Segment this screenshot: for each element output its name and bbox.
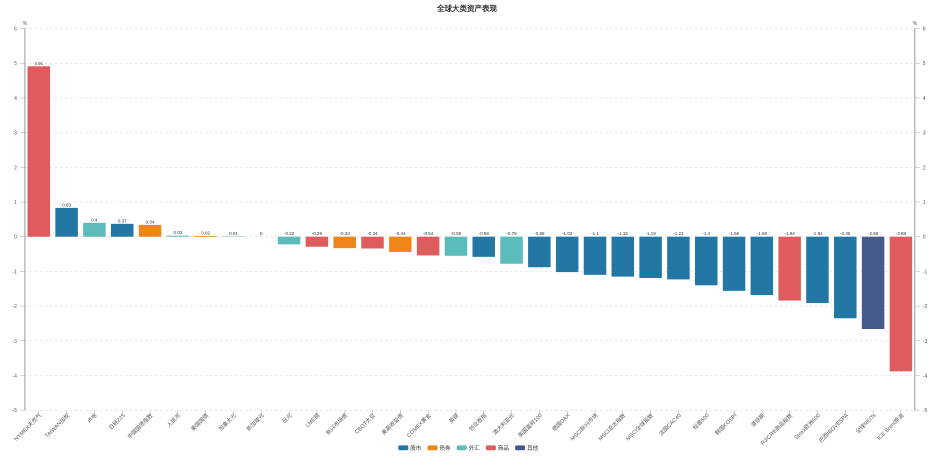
svg-text:全球大类资产表现: 全球大类资产表现 [436,3,497,13]
svg-text:ICE Brent原油: ICE Brent原油 [875,411,906,442]
svg-text:6: 6 [14,27,17,33]
svg-text:-0.54: -0.54 [423,231,434,236]
svg-text:-1.91: -1.91 [812,231,823,236]
svg-text:日元: 日元 [281,412,294,425]
svg-text:-1.02: -1.02 [562,231,573,236]
svg-text:-3.88: -3.88 [896,231,907,236]
svg-text:-1.68: -1.68 [757,231,768,236]
svg-text:-1: -1 [923,269,928,275]
svg-text:-0.88: -0.88 [534,231,545,236]
svg-text:-1.19: -1.19 [645,231,656,236]
svg-text:4: 4 [923,96,926,102]
svg-text:1: 1 [14,200,17,206]
svg-text:-2: -2 [923,304,928,310]
svg-text:-1.15: -1.15 [618,231,629,236]
svg-text:2: 2 [923,165,926,171]
svg-text:-0.78: -0.78 [506,231,517,236]
svg-text:-0.33: -0.33 [340,231,351,236]
svg-text:英国富时100: 英国富时100 [516,411,544,439]
svg-text:-2.35: -2.35 [840,231,851,236]
svg-text:美国国债: 美国国债 [189,411,211,433]
svg-text:卢布: 卢布 [85,411,99,425]
svg-text:COMEX黄金: COMEX黄金 [405,411,433,439]
svg-text:0: 0 [923,235,926,241]
svg-text:%: % [913,21,918,27]
svg-text:-0.22: -0.22 [284,231,295,236]
svg-text:-0.29: -0.29 [312,231,323,236]
svg-text:股市: 股市 [410,444,422,452]
svg-text:新加坡元: 新加坡元 [244,411,266,433]
svg-text:-0.44: -0.44 [395,231,406,236]
svg-text:-2: -2 [12,304,17,310]
svg-text:4.91: 4.91 [34,61,43,66]
svg-text:美高收益债: 美高收益债 [380,411,405,436]
svg-text:MSCI亚太指数: MSCI亚太指数 [596,411,627,442]
svg-text:-1.23: -1.23 [673,231,684,236]
svg-text:全球REITs: 全球REITs [854,411,878,435]
svg-text:TAIWAN加权: TAIWAN加权 [43,411,71,439]
svg-text:道琼斯: 道琼斯 [749,411,767,429]
svg-text:中国国债指数: 中国国债指数 [125,411,154,440]
svg-text:2: 2 [14,165,17,171]
svg-text:0.4: 0.4 [91,217,98,222]
svg-text:法国CAC40: 法国CAC40 [657,411,683,437]
svg-text:-0.58: -0.58 [479,231,490,236]
svg-text:6: 6 [923,27,926,33]
svg-text:0.01: 0.01 [229,231,238,236]
svg-text:0.83: 0.83 [62,202,71,207]
svg-text:-1.84: -1.84 [785,231,796,236]
svg-text:3: 3 [14,131,17,137]
svg-text:0: 0 [260,231,263,236]
svg-text:Stoxx欧洲600: Stoxx欧洲600 [792,411,822,441]
svg-text:-0.34: -0.34 [367,231,378,236]
svg-text:0.37: 0.37 [118,218,127,223]
svg-text:-5: -5 [923,408,928,414]
svg-text:0.34: 0.34 [146,219,155,224]
svg-text:人民币: 人民币 [166,412,183,429]
svg-text:标普500: 标普500 [691,411,711,431]
svg-text:-3: -3 [12,339,17,345]
svg-text:-1.1: -1.1 [591,231,599,236]
svg-text:CBOT大豆: CBOT大豆 [353,411,378,436]
svg-text:-1.4: -1.4 [702,231,710,236]
svg-text:新兴市场债: 新兴市场债 [324,411,349,436]
svg-text:MSCI全球指数: MSCI全球指数 [624,411,655,442]
svg-text:1: 1 [923,200,926,206]
svg-text:外汇: 外汇 [469,444,481,452]
svg-text:-5: -5 [12,408,17,414]
svg-text:巴西IBOVESPA: 巴西IBOVESPA [818,412,850,444]
svg-text:0: 0 [14,235,17,241]
svg-text:-1: -1 [12,269,17,275]
svg-text:-4: -4 [923,374,928,380]
svg-text:澳大利亚元: 澳大利亚元 [491,411,516,436]
svg-text:日经225: 日经225 [107,411,127,431]
svg-text:创业板指: 创业板指 [467,411,489,433]
svg-text:5: 5 [923,61,926,67]
svg-text:4: 4 [14,96,17,102]
svg-text:LME铜: LME铜 [304,411,322,429]
svg-text:德国DAX: 德国DAX [550,411,572,433]
svg-text:0.02: 0.02 [201,231,210,236]
svg-text:0.03: 0.03 [173,230,182,235]
svg-text:-1.56: -1.56 [729,231,740,236]
svg-text:NYMEX天然气: NYMEX天然气 [12,411,44,443]
svg-text:-2.66: -2.66 [868,231,879,236]
svg-text:-0.55: -0.55 [451,231,462,236]
svg-text:其他: 其他 [527,444,539,452]
svg-text:债券: 债券 [440,444,452,452]
svg-text:韩国KOSPI: 韩国KOSPI [713,411,739,437]
svg-text:-3: -3 [923,339,928,345]
svg-text:%: % [23,21,28,27]
svg-text:5: 5 [14,61,17,67]
svg-text:商品: 商品 [498,444,510,452]
svg-text:英镑: 英镑 [447,411,461,425]
svg-text:加拿大元: 加拿大元 [217,411,239,433]
svg-text:3: 3 [923,131,926,137]
svg-text:MSCI新兴市场: MSCI新兴市场 [568,411,599,442]
svg-text:-4: -4 [12,374,17,380]
